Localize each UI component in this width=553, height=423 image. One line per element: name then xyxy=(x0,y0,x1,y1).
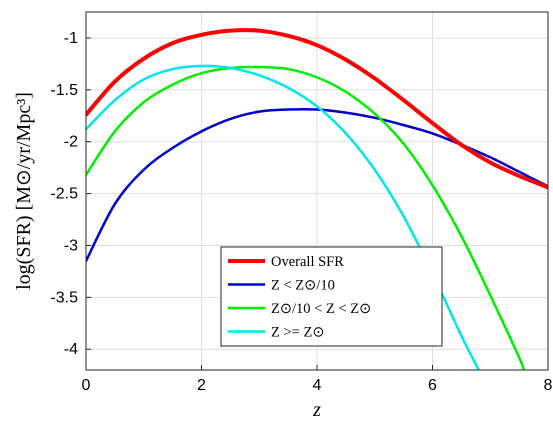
y-axis-label: log(SFR) [M⊙/yr/Mpc³] xyxy=(13,92,35,290)
y-tick-label: -2.5 xyxy=(50,186,78,203)
y-tick-label: -1 xyxy=(64,30,78,47)
legend-label: Overall SFR xyxy=(271,254,344,270)
legend-label: Z >= Z⊙ xyxy=(271,325,324,341)
y-tick-label: -4 xyxy=(64,341,78,358)
series-line-0 xyxy=(86,28,548,190)
y-tick-label: -3.5 xyxy=(50,289,78,306)
y-tick-label: -2 xyxy=(64,134,78,151)
x-axis-label: z xyxy=(312,399,321,421)
x-tick-label: 0 xyxy=(82,377,91,394)
axis-ticks: 0 2 4 6 8 -1 -1.5 -2 -2.5 -3 -3.5 -4 xyxy=(50,30,552,394)
series-line-2 xyxy=(86,65,525,370)
legend-label: Z⊙/10 < Z < Z⊙ xyxy=(271,301,371,317)
legend: Overall SFR Z < Z⊙/10 Z⊙/10 < Z < Z⊙ Z >= Z… xyxy=(220,246,443,347)
legend-label: Z < Z⊙/10 xyxy=(271,278,335,294)
x-tick-label: 8 xyxy=(544,377,553,394)
legend-box xyxy=(220,246,443,347)
x-tick-label: 2 xyxy=(197,377,206,394)
x-tick-label: 6 xyxy=(428,377,437,394)
x-tick-label: 4 xyxy=(313,377,322,394)
y-tick-label: -3 xyxy=(64,237,78,254)
y-tick-label: -1.5 xyxy=(50,82,78,99)
